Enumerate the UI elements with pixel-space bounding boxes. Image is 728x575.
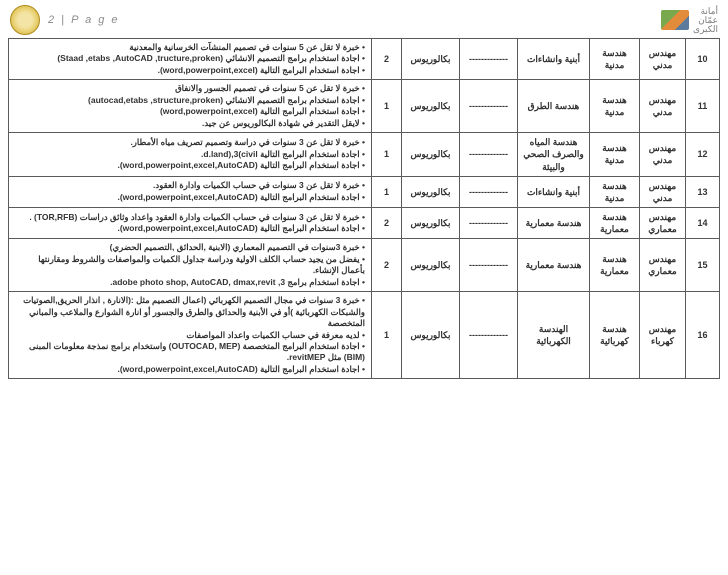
dash-cell: -------------	[460, 239, 518, 292]
degree-cell: بكالوريوس	[402, 176, 460, 207]
requirement-line: • خبرة لا تقل عن 3 سنوات في دراسة وتصميم…	[13, 137, 365, 148]
requirement-line: • خبرة لا تقل عن 3 سنوات في حساب الكميات…	[13, 180, 365, 191]
row-index: 12	[686, 133, 720, 176]
engineering-field: هندسة كهربائية	[590, 292, 640, 379]
specialization: أبنية وانشاءات	[518, 39, 590, 80]
requirements-cell: • خبرة لا تقل عن 5 سنوات في تصميم الجسور…	[9, 80, 372, 133]
table-row: 10مهندس مدنيهندسة مدنيةأبنية وانشاءات---…	[9, 39, 720, 80]
engineering-field: هندسة مدنية	[590, 133, 640, 176]
count-cell: 2	[372, 207, 402, 238]
degree-cell: بكالوريوس	[402, 39, 460, 80]
table-row: 13مهندس مدنيهندسة مدنيةأبنية وانشاءات---…	[9, 176, 720, 207]
requirement-line: • اجادة استخدام البرامج التالية (word,po…	[13, 65, 365, 76]
count-cell: 1	[372, 80, 402, 133]
engineering-field: هندسة معمارية	[590, 239, 640, 292]
row-index: 14	[686, 207, 720, 238]
dash-cell: -------------	[460, 39, 518, 80]
degree-cell: بكالوريوس	[402, 292, 460, 379]
requirement-line: • اجادة استخدام البرامج المتخصصة (OUTOCA…	[13, 341, 365, 364]
requirement-line: • اجادة استخدام البرامج التالية (word,po…	[13, 106, 365, 117]
org-logo: أمانة عمّان الكبرى	[661, 7, 718, 34]
requirement-line: • اجادة استخدام برامج adobe photo shop, …	[13, 277, 365, 288]
job-title: مهندس معماري	[640, 239, 686, 292]
count-cell: 2	[372, 239, 402, 292]
requirements-cell: • خبرة 3 سنوات في مجال التصميم الكهربائي…	[9, 292, 372, 379]
row-index: 13	[686, 176, 720, 207]
row-index: 15	[686, 239, 720, 292]
requirement-line: • خبرة 3 سنوات في مجال التصميم الكهربائي…	[13, 295, 365, 329]
table-row: 12مهندس مدنيهندسة مدنيةهندسة المياه والص…	[9, 133, 720, 176]
page-header: أمانة عمّان الكبرى 2 | P a g e	[0, 0, 728, 38]
job-title: مهندس مدني	[640, 176, 686, 207]
job-title: مهندس مدني	[640, 133, 686, 176]
requirement-line: • لديه معرفة في حساب الكميات واعداد المو…	[13, 330, 365, 341]
requirement-line: • اجادة استخدام برامج التصميم الانشائي (…	[13, 95, 365, 106]
specialization: الهندسة الكهربائية	[518, 292, 590, 379]
specialization: أبنية وانشاءات	[518, 176, 590, 207]
count-cell: 1	[372, 176, 402, 207]
requirements-cell: • خبرة لا تقل عن 5 سنوات في تصميم المنشآ…	[9, 39, 372, 80]
engineering-field: هندسة مدنية	[590, 176, 640, 207]
requirement-line: • خبرة لا تقل عن 3 سنوات في حساب الكميات…	[13, 212, 365, 223]
dash-cell: -------------	[460, 292, 518, 379]
page-number-label: 2 | P a g e	[48, 14, 120, 26]
degree-cell: بكالوريوس	[402, 207, 460, 238]
requirement-line: • اجادة استخدام البرامج التالية (word,po…	[13, 192, 365, 203]
dash-cell: -------------	[460, 207, 518, 238]
specialization: هندسة الطرق	[518, 80, 590, 133]
jobs-table: 10مهندس مدنيهندسة مدنيةأبنية وانشاءات---…	[8, 38, 720, 379]
dash-cell: -------------	[460, 80, 518, 133]
requirement-line: • خبرة 3سنوات في التصميم المعماري (الابن…	[13, 242, 365, 253]
specialization: هندسة معمارية	[518, 207, 590, 238]
row-index: 11	[686, 80, 720, 133]
requirement-line: • لايقل التقدير في شهادة البكالوريوس عن …	[13, 118, 365, 129]
dash-cell: -------------	[460, 176, 518, 207]
requirements-cell: • خبرة لا تقل عن 3 سنوات في حساب الكميات…	[9, 207, 372, 238]
table-row: 14مهندس معماريهندسة معماريةهندسة معمارية…	[9, 207, 720, 238]
count-cell: 1	[372, 292, 402, 379]
seal-icon	[10, 5, 40, 35]
requirement-line: • اجادة استخدام البرامج التالية (word,po…	[13, 364, 365, 375]
degree-cell: بكالوريوس	[402, 133, 460, 176]
requirement-line: • اجادة استخدام البرامج التالية (word,po…	[13, 223, 365, 234]
org-name-line3: الكبرى	[693, 25, 718, 34]
engineering-field: هندسة معمارية	[590, 207, 640, 238]
requirement-line: • خبرة لا تقل عن 5 سنوات في تصميم المنشآ…	[13, 42, 365, 53]
requirement-line: • يفضل من يجيد حساب الكلف الاولية ودراسة…	[13, 254, 365, 277]
count-cell: 1	[372, 133, 402, 176]
table-row: 11مهندس مدنيهندسة مدنيةهندسة الطرق------…	[9, 80, 720, 133]
requirements-cell: • خبرة لا تقل عن 3 سنوات في حساب الكميات…	[9, 176, 372, 207]
degree-cell: بكالوريوس	[402, 80, 460, 133]
table-row: 15مهندس معماريهندسة معماريةهندسة معمارية…	[9, 239, 720, 292]
job-title: مهندس مدني	[640, 39, 686, 80]
org-logo-mark	[661, 10, 689, 30]
dash-cell: -------------	[460, 133, 518, 176]
specialization: هندسة المياه والصرف الصحي والبيئة	[518, 133, 590, 176]
job-title: مهندس كهرباء	[640, 292, 686, 379]
requirement-line: • اجادة استخدام برامج التصميم الانشائي (…	[13, 53, 365, 64]
row-index: 10	[686, 39, 720, 80]
requirement-line: • خبرة لا تقل عن 5 سنوات في تصميم الجسور…	[13, 83, 365, 94]
specialization: هندسة معمارية	[518, 239, 590, 292]
requirements-cell: • خبرة 3سنوات في التصميم المعماري (الابن…	[9, 239, 372, 292]
engineering-field: هندسة مدنية	[590, 80, 640, 133]
table-row: 16مهندس كهرباءهندسة كهربائيةالهندسة الكه…	[9, 292, 720, 379]
job-title: مهندس معماري	[640, 207, 686, 238]
degree-cell: بكالوريوس	[402, 239, 460, 292]
requirement-line: • اجادة استخدام البرامج التالية (word,po…	[13, 160, 365, 171]
requirements-cell: • خبرة لا تقل عن 3 سنوات في دراسة وتصميم…	[9, 133, 372, 176]
job-title: مهندس مدني	[640, 80, 686, 133]
requirement-line: • اجادة استخدام البرامج التالية d.land),…	[13, 149, 365, 160]
row-index: 16	[686, 292, 720, 379]
count-cell: 2	[372, 39, 402, 80]
engineering-field: هندسة مدنية	[590, 39, 640, 80]
